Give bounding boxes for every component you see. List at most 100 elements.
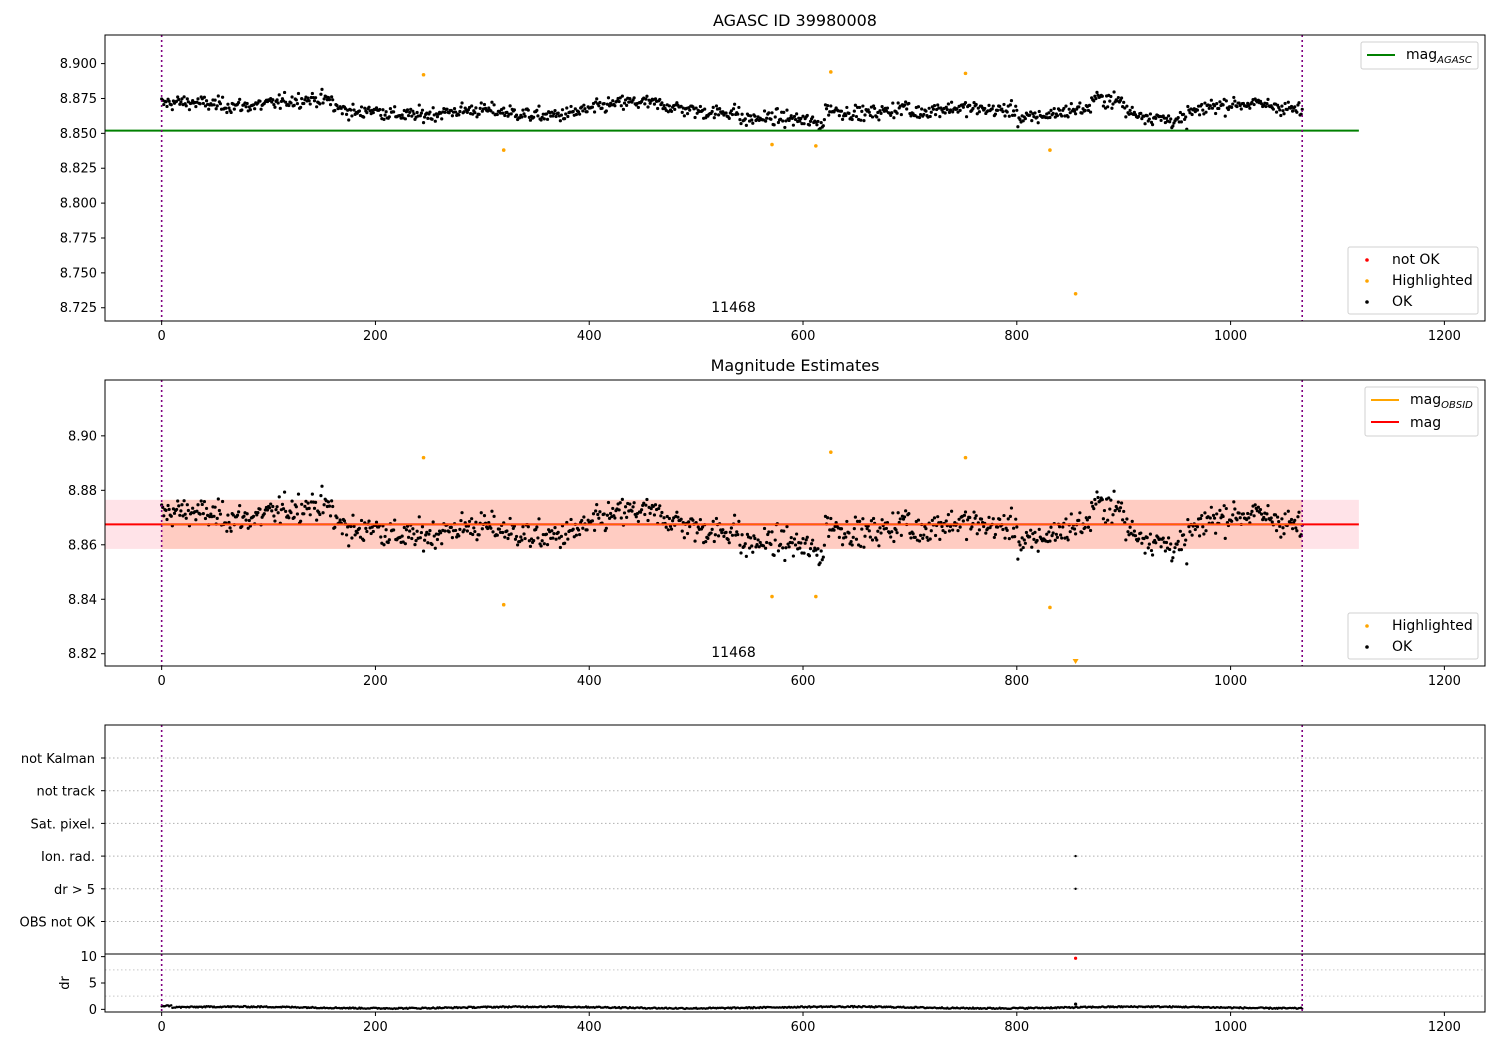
ok-point (586, 518, 590, 522)
magnitude-line-legend: magOBSID mag (1364, 386, 1479, 437)
ok-point (1107, 496, 1111, 500)
ok-point (822, 543, 826, 547)
ok-point (400, 534, 404, 538)
ok-point (339, 106, 343, 110)
ok-point (916, 518, 921, 522)
ok-point (1181, 112, 1186, 116)
ok-point (1008, 514, 1012, 518)
ok-point (761, 544, 766, 548)
ok-point (1281, 109, 1285, 113)
ok-point (919, 533, 923, 537)
ok-point (730, 112, 735, 117)
ok-point (384, 528, 388, 532)
ok-point (675, 101, 679, 105)
ok-point (1016, 557, 1020, 561)
ok-point (296, 492, 301, 496)
ok-point (896, 511, 900, 515)
ok-point (308, 102, 312, 106)
ok-point (1169, 542, 1173, 546)
ok-point (1066, 115, 1070, 119)
ok-point (693, 115, 697, 120)
ok-point (1080, 531, 1084, 535)
ok-point (889, 113, 893, 118)
ok-point (1264, 518, 1268, 522)
ok-point (858, 105, 862, 110)
ok-point (1009, 98, 1014, 103)
ok-point (821, 555, 825, 559)
ok-point (932, 104, 937, 108)
ok-point (870, 115, 875, 119)
not-ok-legend-label: not OK (1392, 252, 1440, 268)
ok-point (382, 117, 386, 121)
ok-point (384, 110, 388, 114)
ok-point (902, 515, 907, 519)
ok-point (873, 106, 877, 111)
ok-point (714, 516, 719, 521)
ok-point (1045, 532, 1049, 536)
ok-point (849, 539, 853, 544)
ok-point (845, 519, 849, 524)
ok-point (1159, 118, 1163, 123)
ok-point (878, 109, 882, 113)
ok-point (426, 541, 430, 545)
ok-point (1092, 99, 1096, 103)
ok-point (751, 121, 755, 125)
ok-point (1126, 530, 1130, 534)
ok-point (1279, 113, 1283, 118)
ok-point (1028, 113, 1032, 117)
ok-point (1184, 115, 1188, 119)
ok-point (516, 543, 520, 547)
ok-point (1119, 96, 1124, 100)
agasc-lines (105, 35, 1359, 321)
ok-point (365, 529, 369, 534)
ok-point (946, 102, 950, 106)
ok-point (961, 519, 965, 523)
ok-point (895, 111, 899, 115)
ok-point (594, 509, 598, 513)
ok-point (578, 532, 582, 537)
ok-point (537, 517, 541, 521)
ok-point (200, 502, 204, 507)
ok-point (909, 536, 913, 540)
ok-point (1023, 541, 1027, 545)
ok-point (439, 531, 443, 535)
ok-point (583, 107, 587, 111)
ok-point (826, 516, 830, 520)
ok-point (1116, 500, 1120, 504)
ok-point (462, 528, 466, 532)
ok-point (621, 107, 626, 111)
ok-point (379, 113, 383, 118)
flag-category-label: dr > 5 (54, 883, 95, 898)
ok-point (319, 92, 323, 96)
ok-point (382, 543, 386, 547)
ok-point (411, 527, 415, 531)
ok-point (520, 538, 524, 542)
ok-point (244, 105, 248, 109)
ok-point (460, 101, 464, 105)
ok-point (299, 105, 303, 109)
ok-point (312, 99, 317, 103)
ok-point (680, 110, 684, 114)
ok-point (1233, 99, 1237, 103)
ok-point (711, 519, 715, 523)
ok-point (237, 510, 241, 514)
ok-point (544, 112, 549, 116)
ok-point (392, 110, 396, 114)
y-tick-label: 8.86 (68, 538, 97, 553)
ok-point (419, 530, 424, 535)
y-tick-label: 5 (89, 977, 97, 992)
ok-point (537, 104, 541, 108)
ok-point (307, 506, 311, 510)
ok-point (917, 539, 922, 543)
ok-point (1128, 108, 1132, 113)
ok-point (801, 114, 805, 118)
ok-point (1118, 98, 1123, 103)
y-tick-label: 8.850 (60, 127, 97, 142)
ok-point (880, 518, 884, 522)
ok-point (1148, 112, 1153, 116)
ok-point (195, 509, 199, 513)
ok-point (238, 97, 242, 101)
ok-point (687, 520, 691, 524)
ok-point (1013, 535, 1017, 539)
ok-point (787, 545, 791, 549)
